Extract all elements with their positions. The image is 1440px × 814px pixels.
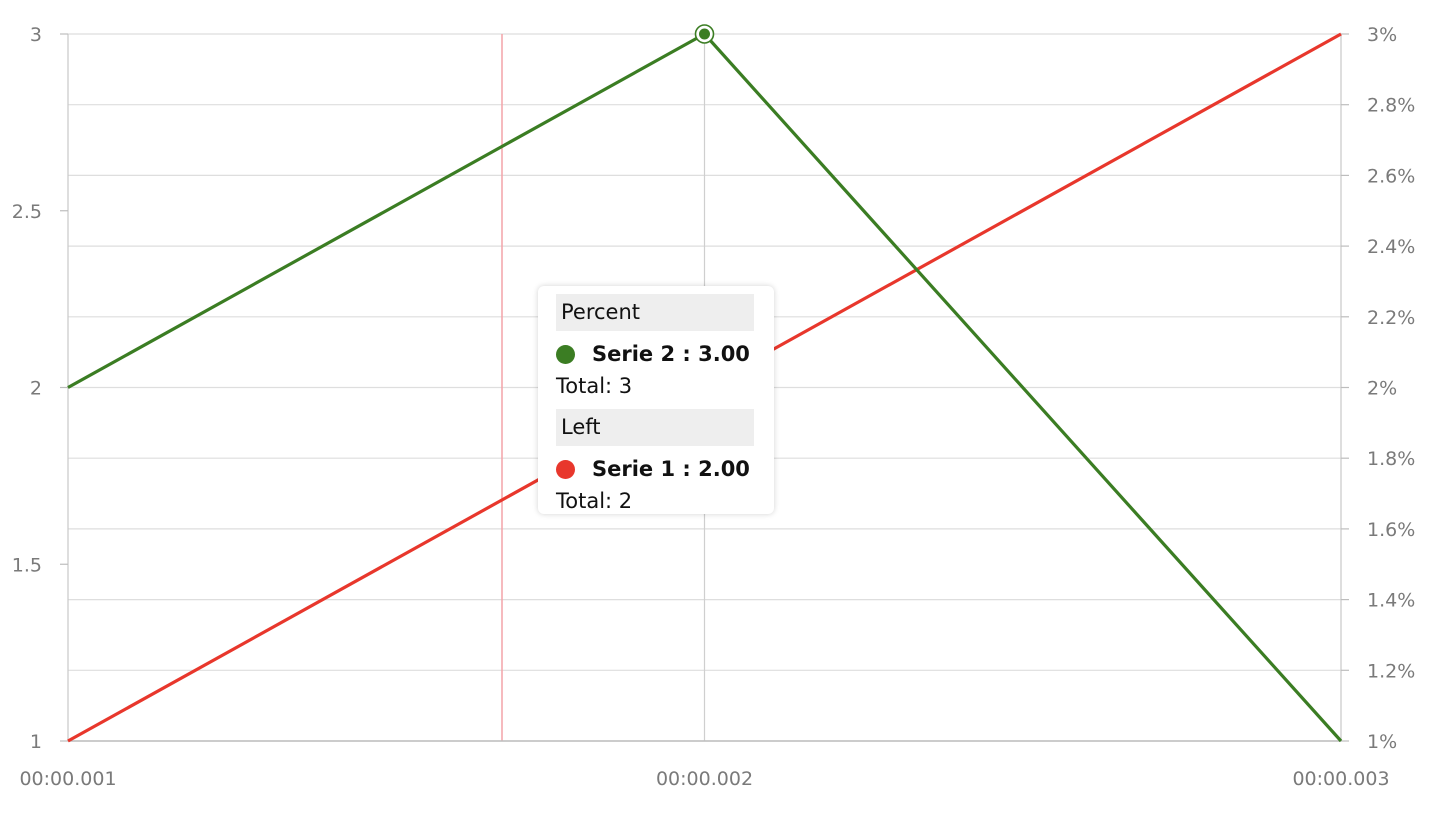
tooltip-group-percent: Percent Serie 2 : 3.00 Total: 3 (556, 294, 754, 405)
right-axis-tick-label: 1.8% (1367, 448, 1415, 470)
x-axis-tick-label: 00:00.003 (1292, 768, 1389, 790)
tooltip-total: Total: 3 (556, 374, 633, 398)
right-axis-tick-label: 2.8% (1367, 95, 1415, 117)
serie-1-dot-icon (556, 459, 575, 479)
right-axis-tick-label: 2.4% (1367, 236, 1415, 258)
left-axis-tick-label: 1 (30, 731, 42, 753)
right-axis-tick-label: 3% (1367, 24, 1397, 46)
right-axis-tick-label: 1% (1367, 731, 1397, 753)
left-axis-tick-label: 1.5 (12, 554, 42, 576)
x-axis-tick-label: 00:00.002 (656, 768, 753, 790)
tooltip-row-serie-2: Serie 2 : 3.00 (556, 337, 754, 371)
tooltip-series-label: Serie 2 : 3.00 (592, 342, 750, 366)
left-axis-tick-label: 3 (30, 24, 42, 46)
right-axis-tick-label: 1.6% (1367, 519, 1415, 541)
right-axis-tick-label: 2.2% (1367, 307, 1415, 329)
tooltip-header-percent: Percent (556, 294, 754, 331)
tooltip-total: Total: 2 (556, 489, 633, 513)
left-axis-tick-label: 2.5 (12, 201, 42, 223)
tooltip-header-left: Left (556, 409, 754, 446)
tooltip-group-left: Left Serie 1 : 2.00 Total: 2 (556, 409, 754, 520)
chart-tooltip: Percent Serie 2 : 3.00 Total: 3 Left Ser… (538, 286, 774, 514)
tooltip-series-label: Serie 1 : 2.00 (592, 457, 750, 481)
tooltip-row-serie-1: Serie 1 : 2.00 (556, 452, 754, 486)
right-axis-tick-label: 1.2% (1367, 660, 1415, 682)
right-axis-tick-label: 2% (1367, 378, 1397, 400)
x-axis-tick-label: 00:00.001 (19, 768, 116, 790)
highlight-point (699, 28, 710, 40)
right-axis-tick-label: 2.6% (1367, 165, 1415, 187)
left-axis-tick-label: 2 (30, 378, 42, 400)
right-axis-tick-label: 1.4% (1367, 590, 1415, 612)
serie-2-dot-icon (556, 344, 575, 364)
